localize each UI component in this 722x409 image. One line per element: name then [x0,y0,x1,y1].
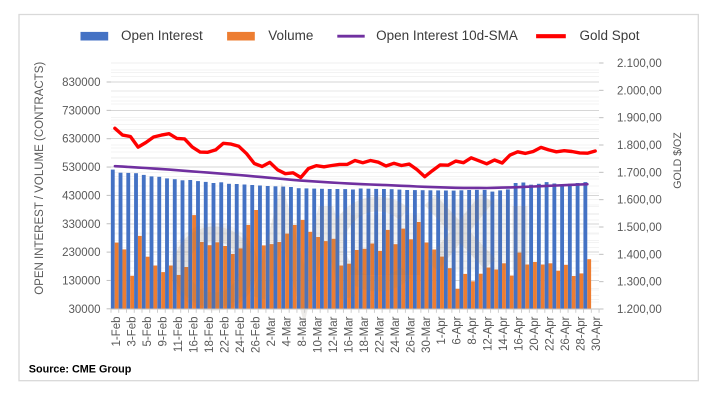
svg-text:1.300,00: 1.300,00 [617,277,662,289]
svg-text:8-Apr: 8-Apr [467,316,479,344]
svg-text:Open Interest 10d-SMA: Open Interest 10d-SMA [376,28,518,43]
svg-text:30-Apr: 30-Apr [591,316,603,351]
svg-text:330000: 330000 [62,219,100,231]
svg-text:830000: 830000 [62,77,100,89]
svg-text:2.000,00: 2.000,00 [617,85,662,97]
svg-text:12-Mar: 12-Mar [328,316,340,353]
svg-text:22-Feb: 22-Feb [219,317,231,353]
svg-text:1.400,00: 1.400,00 [617,249,662,261]
svg-text:12-Apr: 12-Apr [483,316,495,351]
svg-text:2.100,00: 2.100,00 [617,58,662,70]
svg-text:GOLD $/OZ: GOLD $/OZ [672,132,684,189]
svg-text:11-Feb: 11-Feb [173,317,185,353]
svg-text:18-Mar: 18-Mar [359,316,371,353]
svg-text:230000: 230000 [62,247,100,259]
svg-text:1-Apr: 1-Apr [436,316,448,344]
svg-text:6-Apr: 6-Apr [452,316,464,344]
svg-text:26-Apr: 26-Apr [560,316,572,351]
svg-text:26-Feb: 26-Feb [250,317,262,353]
svg-text:24-Mar: 24-Mar [390,316,402,353]
svg-text:1.200,00: 1.200,00 [617,304,662,316]
svg-text:Volume: Volume [268,28,313,43]
svg-text:1.700,00: 1.700,00 [617,167,662,179]
svg-text:28-Apr: 28-Apr [576,316,588,351]
svg-text:5-Feb: 5-Feb [142,317,154,347]
svg-text:16-Mar: 16-Mar [343,316,355,353]
svg-text:530000: 530000 [62,162,100,174]
svg-text:2-Mar: 2-Mar [266,316,278,346]
svg-text:3-Feb: 3-Feb [126,317,138,347]
svg-text:4-Mar: 4-Mar [281,316,293,346]
svg-text:1.500,00: 1.500,00 [617,222,662,234]
svg-text:20-Apr: 20-Apr [529,316,541,351]
svg-text:1.900,00: 1.900,00 [617,113,662,125]
svg-text:OPEN INTEREST / VOLUME (CONTRA: OPEN INTEREST / VOLUME (CONTRACTS) [34,62,46,295]
svg-text:9-Feb: 9-Feb [157,317,169,347]
svg-text:10-Mar: 10-Mar [312,316,324,353]
svg-text:30-Mar: 30-Mar [421,316,433,353]
svg-text:Source: CME Group: Source: CME Group [29,363,132,375]
svg-text:130000: 130000 [62,275,100,287]
svg-text:22-Apr: 22-Apr [545,316,557,351]
svg-text:26-Mar: 26-Mar [405,316,417,353]
svg-text:Gold Spot: Gold Spot [580,28,640,43]
svg-text:1-Feb: 1-Feb [111,317,123,347]
svg-text:22-Mar: 22-Mar [374,316,386,353]
svg-text:1.800,00: 1.800,00 [617,140,662,152]
svg-text:Open Interest: Open Interest [121,28,203,43]
svg-text:630000: 630000 [62,134,100,146]
svg-text:30000: 30000 [69,304,101,316]
svg-text:8-Mar: 8-Mar [297,316,309,346]
svg-text:730000: 730000 [62,105,100,117]
svg-text:430000: 430000 [62,190,100,202]
svg-text:16-Apr: 16-Apr [514,316,526,351]
svg-text:1.600,00: 1.600,00 [617,195,662,207]
svg-text:24-Feb: 24-Feb [235,317,247,353]
svg-text:16-Feb: 16-Feb [188,317,200,353]
svg-text:14-Apr: 14-Apr [498,316,510,351]
svg-text:18-Feb: 18-Feb [204,317,216,353]
